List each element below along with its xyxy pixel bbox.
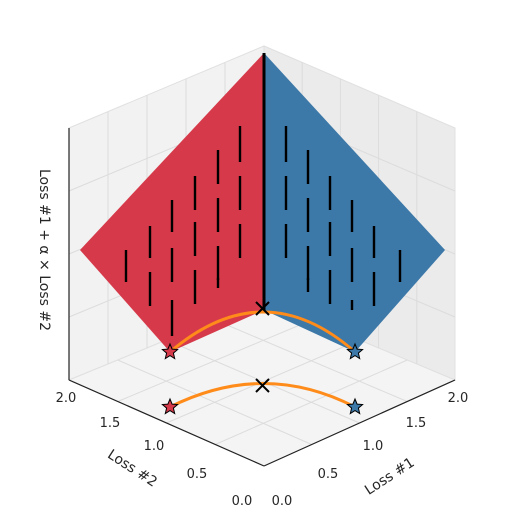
optimum-marker-lower <box>255 378 270 393</box>
tick-label: 1.0 <box>363 439 384 454</box>
z-axis-label: Loss #1 + α × Loss #2 <box>36 169 52 331</box>
pareto-front-upper <box>169 310 356 354</box>
x-axis-label: Loss #1 <box>362 455 418 499</box>
gradient-strokes-red <box>124 126 242 336</box>
tick-label: 2.0 <box>448 391 469 406</box>
tick-label: 0.0 <box>272 494 293 509</box>
grid-line <box>215 359 408 445</box>
tick-label: 0.5 <box>318 467 339 482</box>
x-axis-line <box>263 379 456 467</box>
tick-label: 1.5 <box>406 416 427 431</box>
grid-line <box>166 339 360 424</box>
grid-line <box>215 319 408 402</box>
tick-label: 0.0 <box>232 494 253 509</box>
gradient-strokes-blue <box>284 126 402 310</box>
star-marker <box>161 342 179 360</box>
tick-label: 1.5 <box>100 416 121 431</box>
tick-label: 1.0 <box>144 439 165 454</box>
star-marker <box>346 397 364 415</box>
star-marker <box>161 397 179 415</box>
tick-label: 2.0 <box>56 391 77 406</box>
tick-label: 0.5 <box>187 467 208 482</box>
y-axis-line <box>68 379 265 467</box>
star-markers <box>161 342 364 415</box>
star-marker <box>346 342 364 360</box>
tick-labels: 0.0 0.5 1.0 1.5 2.0 0.0 0.5 1.0 1.5 2.0 <box>56 391 469 509</box>
optimum-marker-upper <box>255 301 270 316</box>
